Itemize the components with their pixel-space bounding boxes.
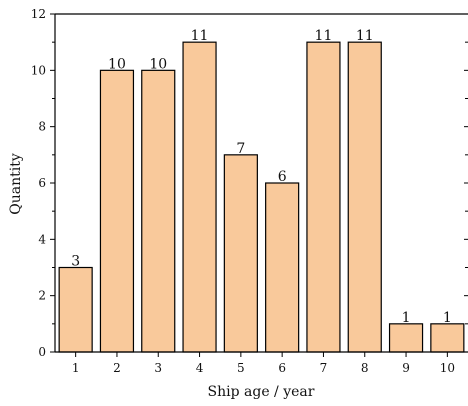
data-label-7: 11 [315, 28, 333, 44]
y-tick-label: 10 [31, 63, 46, 77]
bar-3 [141, 69, 176, 353]
y-axis-title: Quantity [8, 153, 24, 215]
bar-4 [182, 41, 217, 353]
x-axis-title: Ship age / year [208, 384, 315, 400]
labels-layer: 3 1 10 2 10 3 11 4 7 5 6 6 11 7 11 8 1 9 1 10 0 2 4 6 8 10 12 [31, 7, 455, 375]
axes-layer [50, 13, 468, 357]
data-label-3: 10 [149, 56, 167, 72]
data-label-9: 1 [402, 310, 411, 326]
y-tick-label: 2 [38, 289, 46, 303]
data-label-5: 7 [236, 141, 245, 157]
bar-7 [306, 41, 341, 353]
bar-2 [99, 69, 135, 353]
y-tick-label: 4 [38, 232, 46, 246]
y-tick-label: 12 [31, 7, 46, 21]
data-label-1: 3 [71, 254, 80, 270]
data-label-4: 11 [191, 28, 209, 44]
bar-1 [58, 266, 93, 353]
x-tick-label: 5 [237, 361, 245, 375]
data-label-8: 11 [356, 28, 374, 44]
x-tick-label: 2 [113, 361, 121, 375]
data-label-10: 1 [443, 310, 452, 326]
x-tick-label: 1 [72, 361, 80, 375]
x-tick-label: 6 [278, 361, 286, 375]
y-tick-label: 0 [38, 345, 46, 359]
x-tick-label: 7 [320, 361, 328, 375]
bar-9 [388, 323, 424, 353]
data-label-2: 10 [108, 56, 126, 72]
x-tick-label: 4 [196, 361, 204, 375]
data-label-6: 6 [278, 169, 287, 185]
bar-10 [430, 323, 465, 353]
bars-layer [58, 41, 465, 353]
bar-8 [347, 41, 382, 353]
bar-6 [265, 182, 300, 353]
x-tick-label: 8 [361, 361, 369, 375]
bar-5 [223, 154, 258, 353]
x-tick-label: 10 [440, 361, 455, 375]
x-tick-label: 9 [402, 361, 410, 375]
y-tick-label: 8 [38, 120, 46, 134]
x-tick-label: 3 [154, 361, 162, 375]
y-tick-label: 6 [38, 176, 46, 190]
